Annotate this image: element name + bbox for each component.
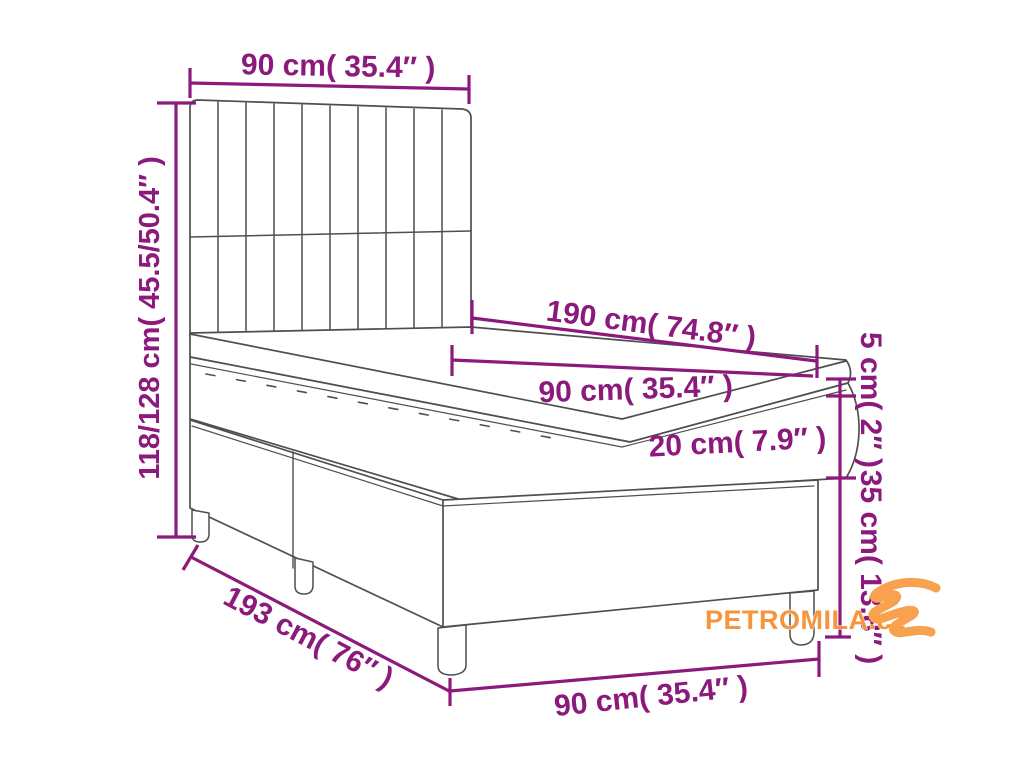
watermark-text: PETROMILA.cz bbox=[705, 605, 906, 635]
dim-base-height-label: 35 cm( 13.8″ ) bbox=[854, 470, 887, 664]
dim-topper-thickness-label: 5 cm( 2″ ) bbox=[854, 332, 887, 468]
base-top-piping bbox=[191, 425, 815, 507]
bed-leg bbox=[437, 624, 467, 676]
dim-bed-length-line bbox=[470, 300, 819, 378]
bed-legs bbox=[191, 509, 815, 676]
dim-right-height-bracket bbox=[825, 377, 856, 639]
dim-headboard-width-line bbox=[188, 68, 471, 104]
watermark-squiggle-icon bbox=[868, 577, 941, 638]
dim-bed-width-top-label: 90 cm( 35.4″ ) bbox=[538, 370, 734, 410]
box-spring-base bbox=[189, 419, 819, 628]
dim-bed-width-bottom-line bbox=[449, 641, 821, 693]
mattress-top-piping bbox=[190, 363, 847, 448]
topper-top-edges bbox=[189, 333, 847, 420]
dim-bed-width-top-line bbox=[450, 345, 814, 378]
dim-overall-length-label: 193 cm( 76″ ) bbox=[218, 580, 398, 695]
watermark: PETROMILA.cz bbox=[705, 577, 941, 638]
bed-leg bbox=[789, 590, 815, 646]
bed-leg bbox=[294, 557, 314, 595]
headboard-seam bbox=[189, 230, 472, 238]
headboard bbox=[189, 99, 472, 338]
dim-overall-length-line bbox=[181, 544, 452, 706]
dim-headboard-width-label: 90 cm( 35.4″ ) bbox=[241, 48, 436, 84]
dim-overall-height-line bbox=[157, 101, 196, 539]
headboard-slat-lines bbox=[217, 101, 443, 336]
dim-overall-height-label: 118/128 cm( 45.5/50.4″ ) bbox=[134, 156, 166, 479]
